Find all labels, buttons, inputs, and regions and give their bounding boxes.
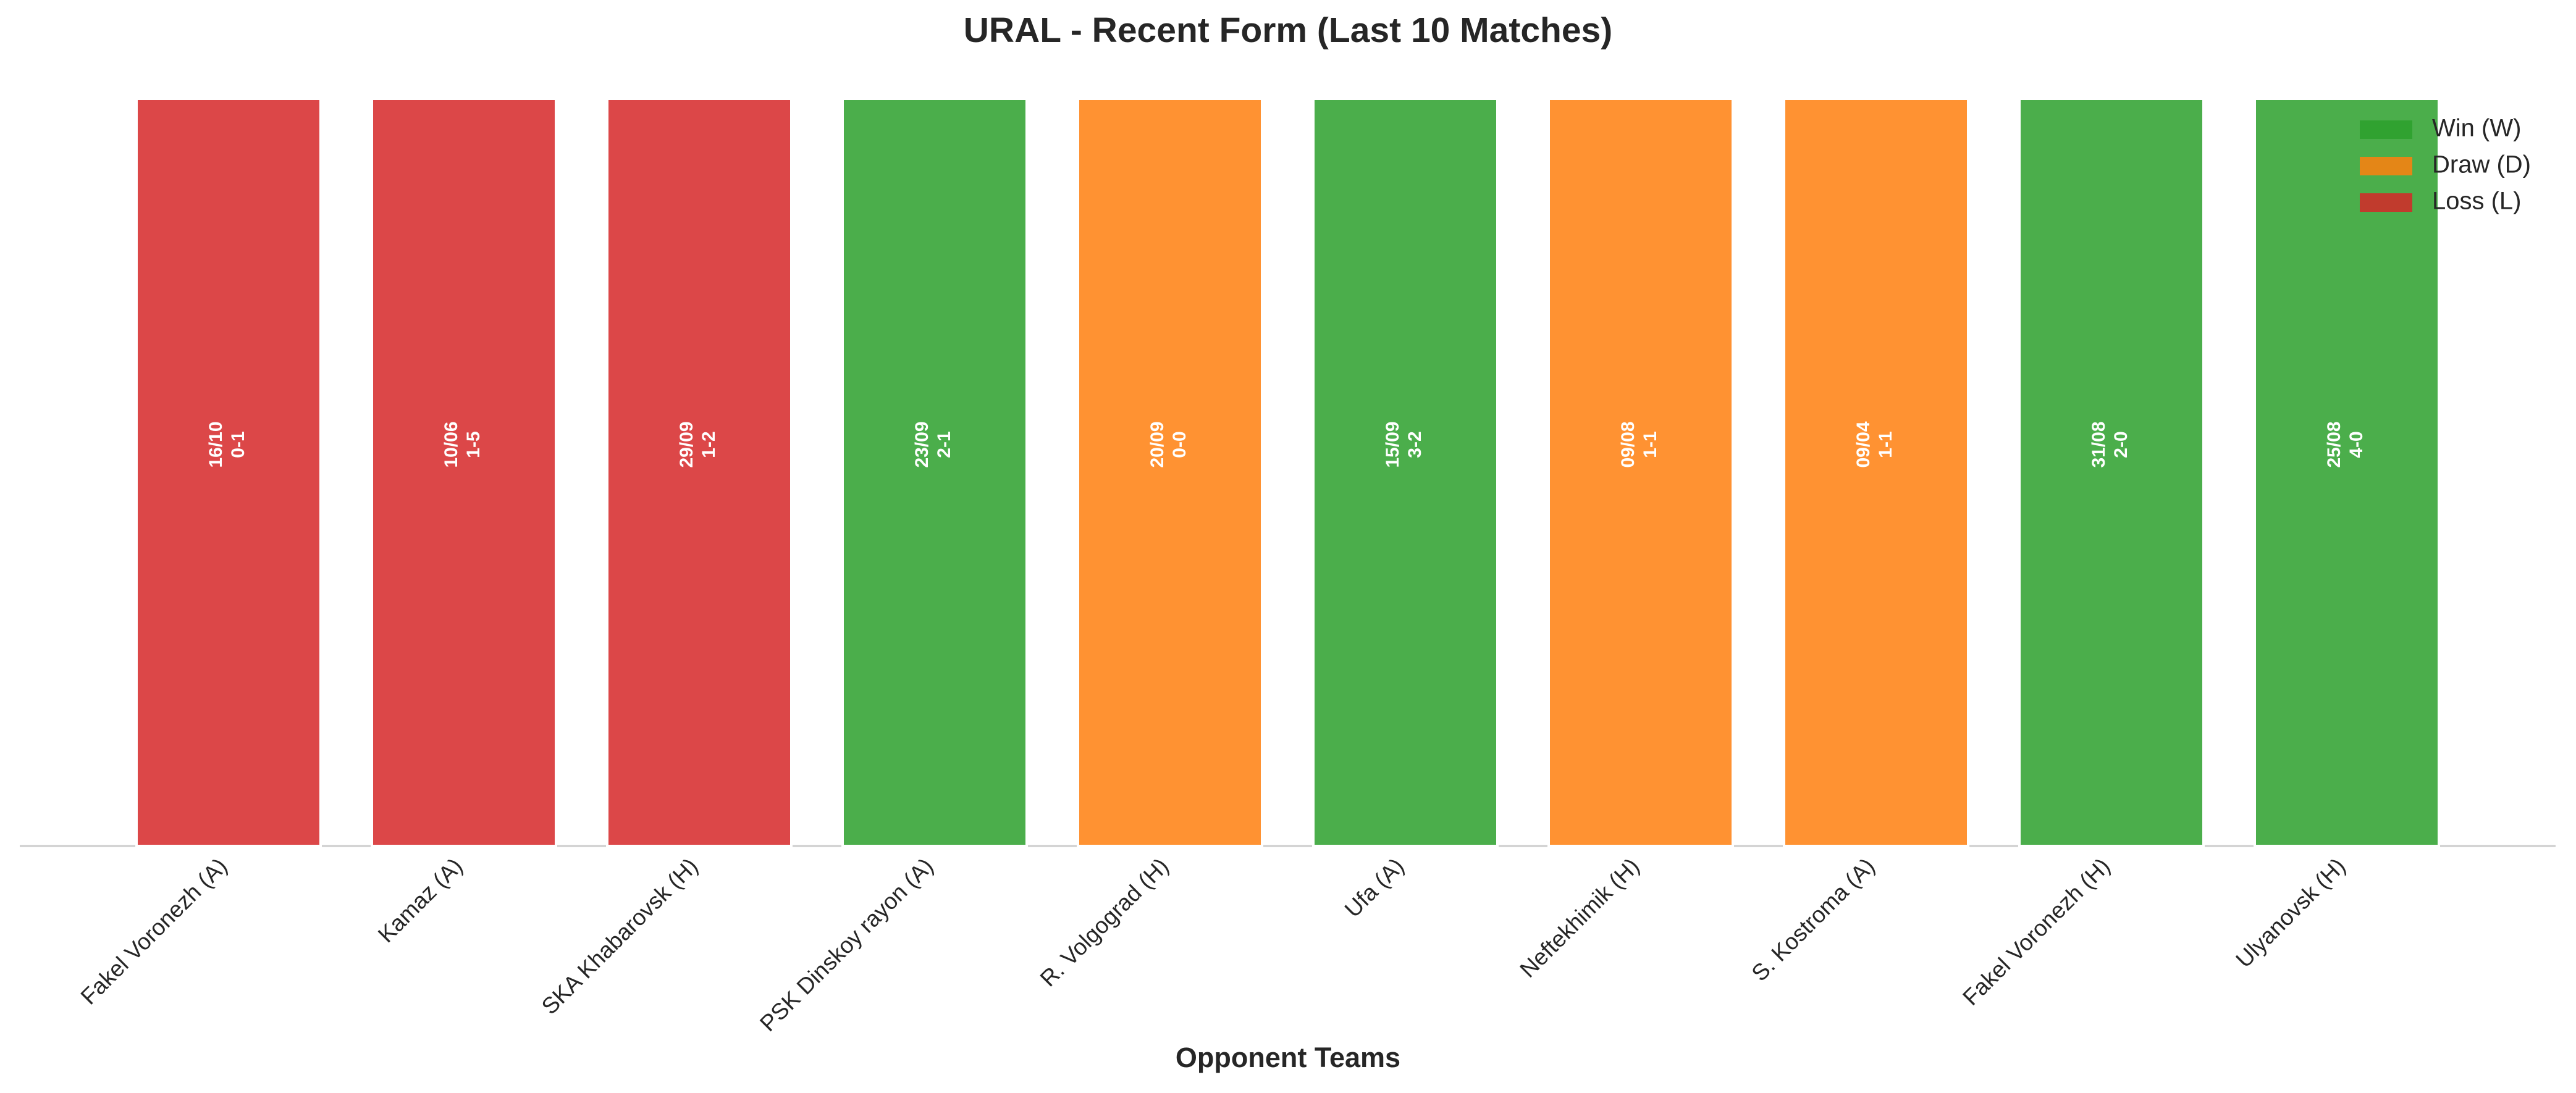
bar-label: 0-0 xyxy=(1169,431,1190,458)
legend-label: Draw (D) xyxy=(2432,151,2531,178)
bar-label: 2-1 xyxy=(934,431,954,458)
legend-swatch xyxy=(2360,193,2412,212)
bar xyxy=(841,98,1028,847)
bar-label: 29/09 xyxy=(676,421,697,467)
chart-title: URAL - Recent Form (Last 10 Matches) xyxy=(964,10,1613,50)
bar xyxy=(1312,98,1499,847)
bar xyxy=(135,98,322,847)
bar-label: 25/08 xyxy=(2324,421,2344,467)
bar-label: 23/09 xyxy=(912,421,932,467)
legend-swatch xyxy=(2360,120,2412,139)
bar-label: 4-0 xyxy=(2346,431,2367,458)
bar xyxy=(1547,98,1734,847)
bar-label: 15/09 xyxy=(1383,421,1403,467)
bar-label: 1-1 xyxy=(1640,431,1661,458)
bar-label: 0-1 xyxy=(228,431,248,458)
bar-label: 1-1 xyxy=(1875,431,1896,458)
bar-label: 1-2 xyxy=(699,431,719,458)
bar-label: 3-2 xyxy=(1405,431,1425,458)
bar xyxy=(1783,98,1969,847)
bar xyxy=(2254,98,2440,847)
legend-label: Win (W) xyxy=(2432,115,2521,142)
bar-label: 2-0 xyxy=(2111,431,2131,458)
bar-label: 09/08 xyxy=(1618,421,1638,467)
bar xyxy=(606,98,793,847)
bar-label: 1-5 xyxy=(463,431,484,458)
bar-label: 31/08 xyxy=(2089,421,2109,467)
bar-label: 20/09 xyxy=(1147,421,1168,467)
legend-label: Loss (L) xyxy=(2432,188,2522,215)
bar-label: 09/04 xyxy=(1853,421,1874,467)
bar-label: 10/06 xyxy=(441,421,461,467)
legend-swatch xyxy=(2360,157,2412,175)
bar xyxy=(371,98,557,847)
bar xyxy=(1077,98,1263,847)
bar xyxy=(2018,98,2205,847)
bar-label: 16/10 xyxy=(206,421,226,467)
x-axis-label: Opponent Teams xyxy=(1176,1042,1400,1073)
